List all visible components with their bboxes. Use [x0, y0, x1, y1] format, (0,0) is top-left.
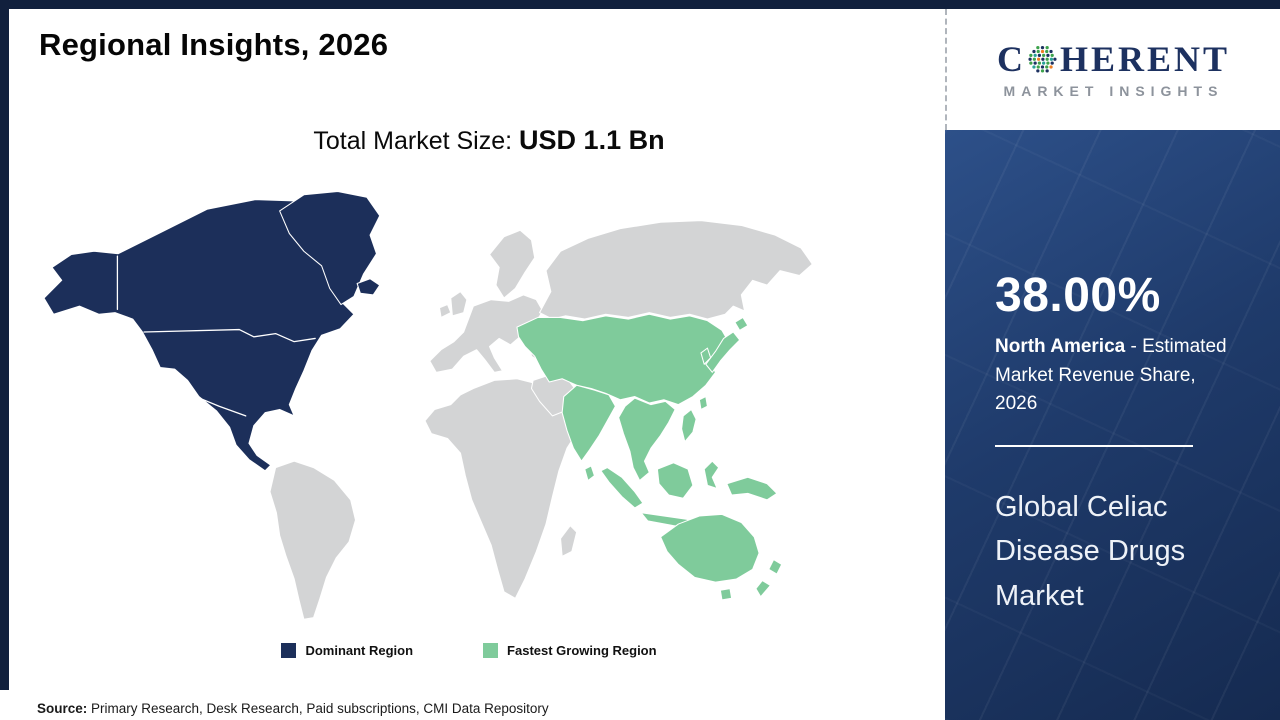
market-share-desc-text: - Estimated Market Revenue Share, 2026 [995, 336, 1227, 414]
dominant-region-swatch [281, 643, 297, 658]
source-text: Primary Research, Desk Research, Paid su… [87, 701, 549, 716]
brand-logo: C [997, 41, 1230, 77]
logo-tagline: MARKET INSIGHTS [1003, 82, 1224, 99]
map-legend: Dominant Region Fastest Growing Region [49, 643, 889, 658]
page-title: Regional Insights, 2026 [39, 27, 389, 62]
market-share-region: North America [995, 336, 1126, 357]
region-tasmania [719, 588, 733, 601]
top-border [0, 0, 1280, 9]
market-share-value: 38.00% [995, 269, 1161, 322]
region-iceland [356, 278, 381, 296]
main-panel: Regional Insights, 2026 Total Market Siz… [9, 9, 945, 720]
region-taiwan [698, 396, 708, 410]
source-note: Source: Primary Research, Desk Research,… [37, 701, 549, 716]
region-sri-lanka [584, 465, 595, 482]
region-hokkaido [734, 316, 749, 331]
region-new-guinea [726, 476, 778, 501]
logo-letters-rest: HERENT [1059, 38, 1231, 79]
region-korea [700, 347, 712, 365]
market-share-description: North America - Estimated Market Revenue… [995, 333, 1243, 419]
region-central-east-asia [516, 313, 729, 406]
border-us-canada [143, 328, 316, 343]
region-ireland [438, 304, 452, 318]
logo-letter-c: C [996, 38, 1026, 79]
region-australia [660, 513, 760, 583]
world-map-svg [43, 191, 813, 620]
region-uk [450, 291, 468, 317]
logo-globe-icon [1028, 46, 1057, 73]
legend-item-fastest: Fastest Growing Region [483, 643, 657, 658]
border-us-mexico [195, 395, 247, 417]
legend-item-dominant: Dominant Region [281, 643, 413, 658]
fastest-region-label: Fastest Growing Region [507, 643, 657, 658]
region-indochina [618, 397, 676, 482]
region-madagascar [560, 525, 578, 557]
region-russia [539, 220, 813, 320]
region-japan [705, 331, 741, 373]
sidebar-divider [995, 444, 1193, 447]
region-borneo [656, 462, 694, 499]
market-size-value: USD 1.1 Bn [519, 125, 665, 155]
market-size-label: Total Market Size: [313, 127, 520, 155]
region-scandinavia [488, 229, 536, 299]
region-greenland [279, 191, 381, 306]
region-sulawesi [703, 460, 720, 490]
stat-sidebar-content: 38.00% North America - Estimated Market … [945, 130, 1280, 619]
region-india [561, 384, 616, 462]
region-new-zealand-north [768, 559, 783, 575]
source-label: Source: [37, 701, 88, 716]
market-name: Global Celiac Disease Drugs Market [995, 490, 1186, 613]
market-size-subtitle: Total Market Size: USD 1.1 Bn [69, 125, 909, 156]
dominant-region-label: Dominant Region [305, 643, 414, 658]
world-map [37, 177, 829, 629]
region-south-america [269, 460, 357, 620]
stat-sidebar: 38.00% North America - Estimated Market … [945, 130, 1280, 720]
region-philippines [681, 408, 697, 443]
region-sumatra [600, 467, 644, 509]
fastest-region-swatch [483, 643, 499, 658]
left-border [0, 0, 9, 690]
region-europe [429, 294, 544, 373]
brand-logo-area: C [945, 9, 1280, 130]
region-new-zealand-south [755, 580, 771, 598]
